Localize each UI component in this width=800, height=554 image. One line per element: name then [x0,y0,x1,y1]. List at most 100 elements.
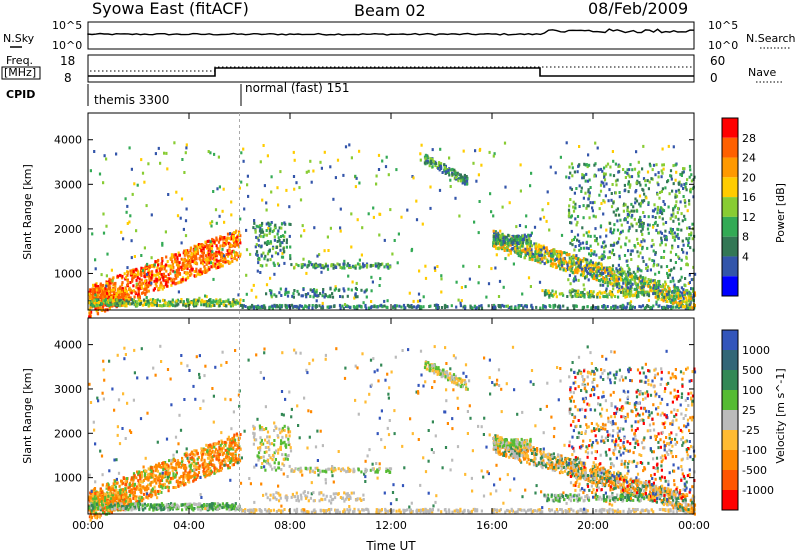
echo-cell [326,235,329,239]
echo-cell [202,303,205,307]
echo-cell [94,267,97,271]
echo-cell [685,182,688,185]
echo-cell [179,480,182,484]
echo-cell [143,267,146,271]
echo-cell [542,215,546,219]
echo-cell [193,302,197,306]
echo-cell [121,274,124,278]
echo-cell [559,267,562,271]
echo-cell [365,295,368,299]
echo-cell [542,306,545,310]
echo-cell [548,291,551,295]
echo-cell [282,238,285,242]
echo-cell [402,303,406,307]
echo-cell [133,255,136,258]
echo-cell [580,186,583,190]
echo-cell [112,288,115,292]
echo-cell [609,272,612,276]
echo-cell [91,232,94,236]
echo-cell [555,250,558,253]
echo-cell [275,294,278,298]
echo-cell [126,279,129,283]
echo-cell [497,241,500,245]
echo-cell [566,263,569,267]
echo-cell [377,262,380,266]
echo-cell [642,211,645,214]
echo-cell [531,306,534,310]
echo-cell [408,305,411,309]
echo-cell [123,301,126,305]
echo-cell [102,212,105,216]
echo-cell [278,226,281,230]
echo-cell [145,290,148,294]
echo-cell [221,453,224,457]
echo-cell [206,269,209,273]
echo-cell [222,237,225,241]
echo-cell [177,271,180,275]
echo-cell [664,243,667,247]
echo-cell [116,287,119,291]
echo-cell [582,196,585,200]
echo-cell [450,304,453,308]
echo-cell [271,247,275,251]
echo-cell [196,272,199,276]
echo-cell [348,264,351,267]
echo-cell [644,276,647,280]
echo-cell [420,143,423,147]
echo-cell [339,306,342,310]
echo-cell [102,299,105,303]
echo-cell [589,272,592,276]
echo-cell [179,216,182,220]
echo-cell [212,190,215,193]
echo-cell [587,230,591,234]
echo-cell [98,287,101,291]
echo-cell [125,299,128,303]
echo-cell [680,228,683,232]
echo-cell [153,263,156,267]
echo-cell [621,267,624,271]
echo-cell [619,305,622,309]
echo-cell [473,220,476,224]
echo-cell [559,257,562,261]
echo-cell [492,154,495,158]
echo-cell [165,255,168,259]
echo-cell [652,292,655,296]
echo-cell [664,282,668,286]
echo-cell [223,242,226,245]
echo-cell [327,295,330,299]
echo-cell [670,300,673,304]
echo-cell [579,273,583,277]
echo-cell [320,266,323,269]
echo-cell [575,295,578,298]
echo-cell [226,254,230,258]
echo-cell [163,151,166,155]
echo-cell [195,274,198,278]
echo-cell [529,285,532,288]
echo-cell [558,252,561,256]
echo-cell [250,288,253,292]
echo-cell [204,240,207,244]
echo-cell [690,179,693,183]
echo-cell [319,292,322,296]
echo-cell [628,225,631,229]
echo-cell [194,453,197,457]
echo-cell [145,272,149,276]
echo-cell [502,239,505,243]
echo-cell [624,295,627,299]
echo-cell [167,280,170,284]
echo-cell [659,291,662,295]
echo-cell [593,234,596,238]
echo-cell [582,259,585,263]
echo-cell [386,262,389,266]
echo-cell [664,297,667,301]
echo-cell [269,240,272,244]
echo-cell [97,303,100,307]
echo-cell [121,488,124,492]
echo-cell [688,164,692,168]
echo-cell [381,159,384,163]
echo-cell [105,288,108,292]
echo-cell [642,221,645,225]
echo-cell [682,195,685,198]
echo-cell [187,254,190,258]
echo-cell [560,263,564,267]
